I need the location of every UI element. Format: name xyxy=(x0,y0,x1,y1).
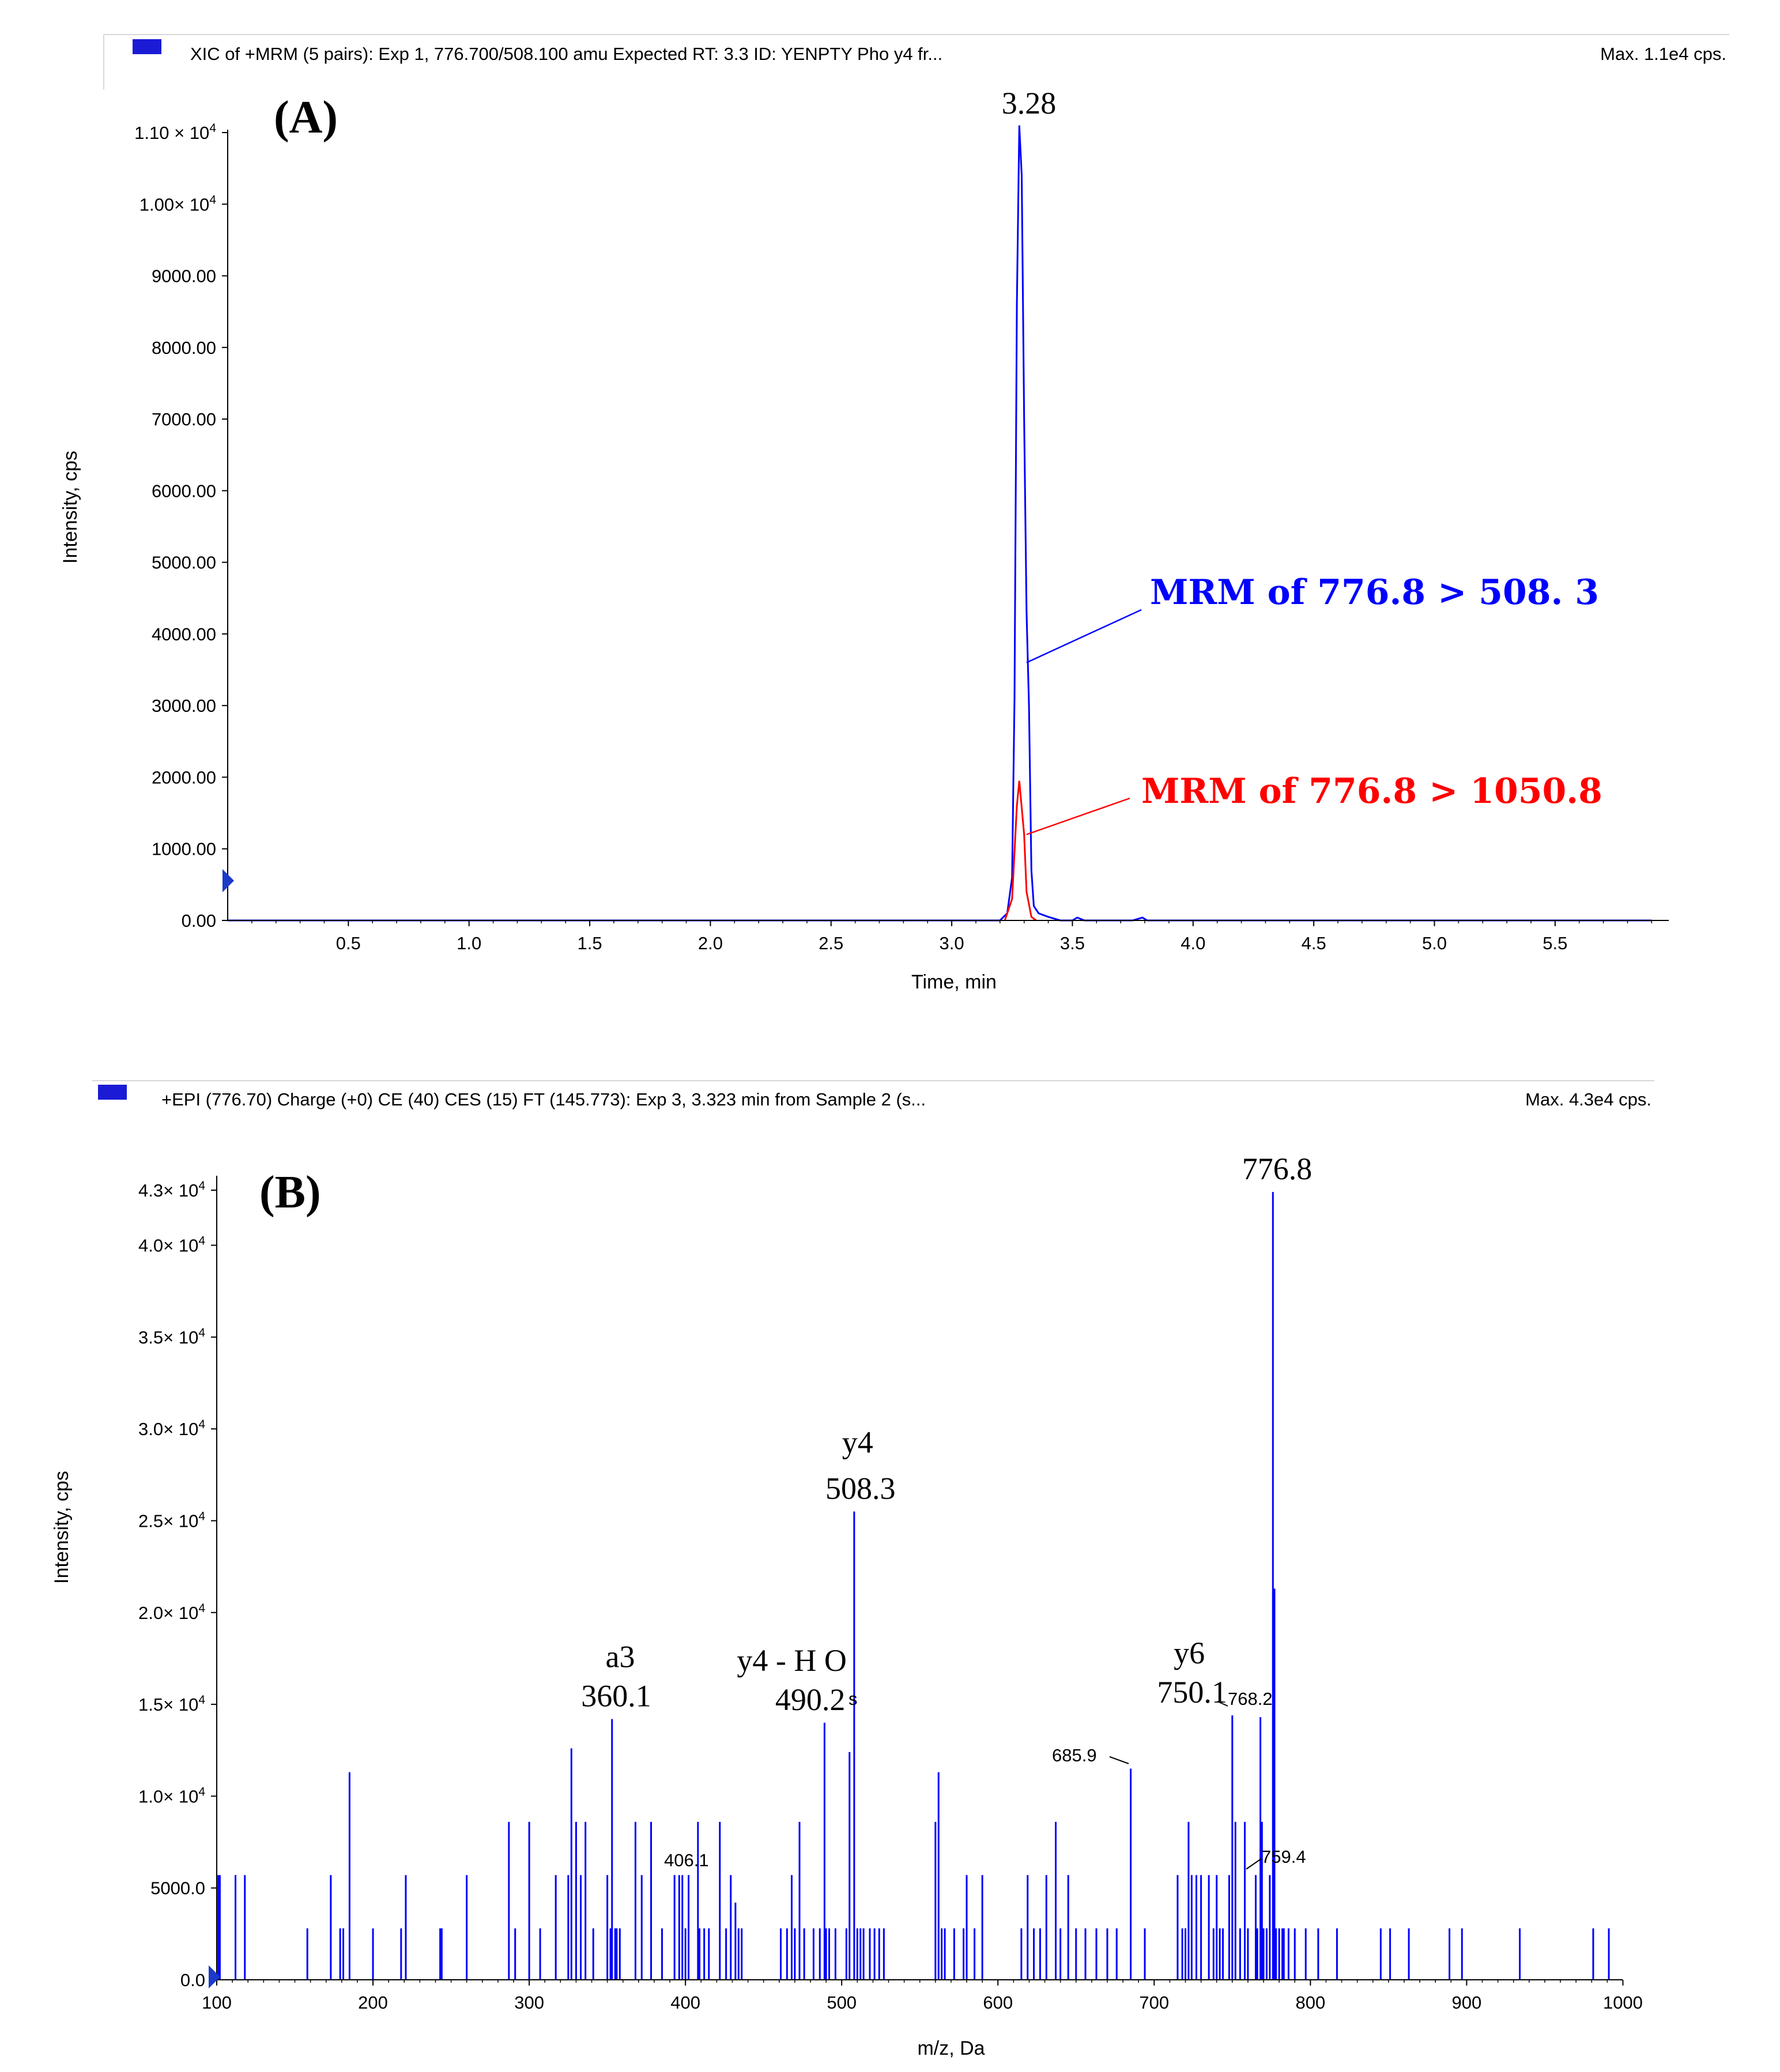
panel-a-legend-swatch xyxy=(133,39,161,54)
panel-a-ticks: 0.5 1.0 1.5 2.0 2.5 3.0 3.5 4.0 4.5 5.0 5.5 1.10 × … xyxy=(134,122,1653,953)
panel-a-y-tick-label: 3000.00 xyxy=(152,696,216,716)
peak-ion-label: y6 xyxy=(1174,1636,1205,1670)
panel-b-label: (B) xyxy=(259,1167,321,1218)
panel-b-x-tick-label: 200 xyxy=(358,1992,388,2013)
panel-b-x-tick-label: 700 xyxy=(1139,1992,1169,2013)
panel-a-header: XIC of +MRM (5 pairs): Exp 1, 776.700/50… xyxy=(190,44,942,64)
panel-b-x-tick-label: 300 xyxy=(514,1992,544,2013)
panel-b-plot-area xyxy=(217,1192,1610,1980)
panel-a-x-tick-label: 4.5 xyxy=(1302,933,1326,953)
panel-a-y-tick-label: 7000.00 xyxy=(152,409,216,429)
panel-b-y-tick-label: 2.5× 104 xyxy=(138,1509,205,1531)
panel-b-y-tick-label: 4.0× 104 xyxy=(138,1235,205,1256)
panel-b-header: +EPI (776.70) Charge (+0) CE (40) CES (1… xyxy=(161,1089,926,1109)
panel-b-peak-annotations: 360.1 a3 490.2 y4 - H O 508.3 y4 750.1 y6 776.8 xyxy=(581,1152,1312,1717)
panel-a-x-tick-label: 0.5 xyxy=(336,933,361,953)
peak-value-508.3: 508.3 xyxy=(825,1471,896,1506)
panel-b-y-tick-label: 5000.0 xyxy=(150,1878,205,1899)
panel-a-x-tick-label: 3.5 xyxy=(1060,933,1085,953)
leader-685 xyxy=(1109,1756,1129,1764)
annotation-leader-1050 xyxy=(1026,797,1130,836)
peak-ion-label: y4 xyxy=(842,1425,873,1460)
panel-b-x-tick-label: 800 xyxy=(1295,1992,1325,2013)
panel-a-baseline-marker xyxy=(223,869,234,892)
panel-b-x-tick-label: 100 xyxy=(202,1992,232,2013)
panel-a-x-tick-label: 1.5 xyxy=(577,933,602,953)
panel-a-y-label: Intensity, cps xyxy=(59,451,81,564)
panel-b-y-tick-label: 2.0× 104 xyxy=(138,1602,205,1623)
peak-value-750.1: 750.1 xyxy=(1157,1675,1227,1709)
panel-a-y-tick-label: 1000.00 xyxy=(152,839,216,859)
small-label-685: 685.9 xyxy=(1052,1745,1097,1765)
panel-a-y-tick-label: 6000.00 xyxy=(152,481,216,501)
panel-b-y-tick-label: 3.5× 104 xyxy=(138,1326,205,1348)
panel-b-y-tick-label: 3.0× 104 xyxy=(138,1418,205,1439)
small-label-759: 759.4 xyxy=(1261,1847,1306,1867)
panel-a: XIC of +MRM (5 pairs): Exp 1, 776.700/50… xyxy=(59,34,1729,993)
annotation-mrm-1050: MRM of 776.8 > 1050.8 xyxy=(1141,771,1602,812)
panel-b-baseline-marker xyxy=(209,1965,220,1988)
panel-b-max-label: Max. 4.3e4 cps. xyxy=(1525,1089,1651,1109)
panel-b-x-tick-label: 600 xyxy=(983,1992,1013,2013)
panel-a-y-tick-label: 1.10 × 104 xyxy=(134,122,216,143)
panel-b-y-label: Intensity, cps xyxy=(51,1471,73,1584)
panel-a-max-label: Max. 1.1e4 cps. xyxy=(1600,44,1726,64)
panel-a-x-tick-label: 5.0 xyxy=(1422,933,1447,953)
panel-b-y-tick-label: 1.5× 104 xyxy=(138,1693,205,1715)
panel-a-x-tick-label: 5.5 xyxy=(1543,933,1567,953)
panel-a-y-tick-label: 4000.00 xyxy=(152,624,216,644)
panel-a-y-tick-label: 1.00× 104 xyxy=(139,193,217,214)
panel-b-y-tick-label: 4.3× 104 xyxy=(138,1179,205,1201)
small-label-768: 768.2 xyxy=(1228,1689,1273,1709)
panel-b-x-label: m/z, Da xyxy=(917,2037,985,2059)
panel-b-y-tick-label: 1.0× 104 xyxy=(138,1785,205,1806)
panel-a-y-tick-label: 5000.00 xyxy=(152,553,216,573)
peak-ion-label: a3 xyxy=(606,1640,635,1674)
panel-a-y-tick-label: 9000.00 xyxy=(152,266,216,286)
small-label-s: s xyxy=(848,1689,858,1709)
panel-a-x-tick-label: 4.0 xyxy=(1181,933,1205,953)
panel-b: +EPI (776.70) Charge (+0) CE (40) CES (1… xyxy=(51,1080,1654,2059)
panel-b-x-tick-label: 500 xyxy=(827,1992,857,2013)
panel-a-peak-label: 3.28 xyxy=(1002,86,1057,120)
small-label-406: 406.1 xyxy=(664,1850,709,1870)
panel-b-y-tick-label: 0.0 xyxy=(180,1970,205,1990)
peak-ion-label: y4 - H O xyxy=(737,1643,846,1678)
panel-a-y-tick-label: 0.00 xyxy=(182,911,216,931)
panel-a-x-tick-label: 2.0 xyxy=(698,933,723,953)
leader-759 xyxy=(1246,1858,1262,1870)
panel-b-ticks: 100 200 300 400 500 600 700 800 900 1000 4.3× 104 4… xyxy=(138,1179,1643,2013)
peak-value-776.8: 776.8 xyxy=(1242,1152,1313,1186)
panel-a-x-tick-label: 2.5 xyxy=(819,933,843,953)
panel-b-legend-swatch xyxy=(98,1085,127,1100)
leader-750 xyxy=(1217,1701,1228,1707)
panel-a-x-tick-label: 1.0 xyxy=(457,933,481,953)
panel-a-x-tick-label: 3.0 xyxy=(940,933,964,953)
panel-a-annotations: MRM of 776.8 > 508. 3 MRM of 776.8 > 1050… xyxy=(1026,572,1602,836)
series-line-mrm-1050 xyxy=(1004,780,1037,922)
panel-b-x-tick-label: 400 xyxy=(670,1992,700,2013)
annotation-mrm-508: MRM of 776.8 > 508. 3 xyxy=(1150,572,1599,613)
panel-b-x-tick-label: 900 xyxy=(1452,1992,1482,2013)
panel-a-x-label: Time, min xyxy=(911,971,997,993)
annotation-leader-508 xyxy=(1026,609,1142,663)
panel-a-y-tick-label: 2000.00 xyxy=(152,767,216,787)
panel-a-label: (A) xyxy=(274,92,338,143)
peak-value-490.2: 490.2 xyxy=(775,1682,846,1717)
panel-b-x-tick-label: 1000 xyxy=(1603,1992,1643,2013)
peak-value-360.1: 360.1 xyxy=(581,1679,651,1714)
panel-a-y-tick-label: 8000.00 xyxy=(152,338,216,358)
